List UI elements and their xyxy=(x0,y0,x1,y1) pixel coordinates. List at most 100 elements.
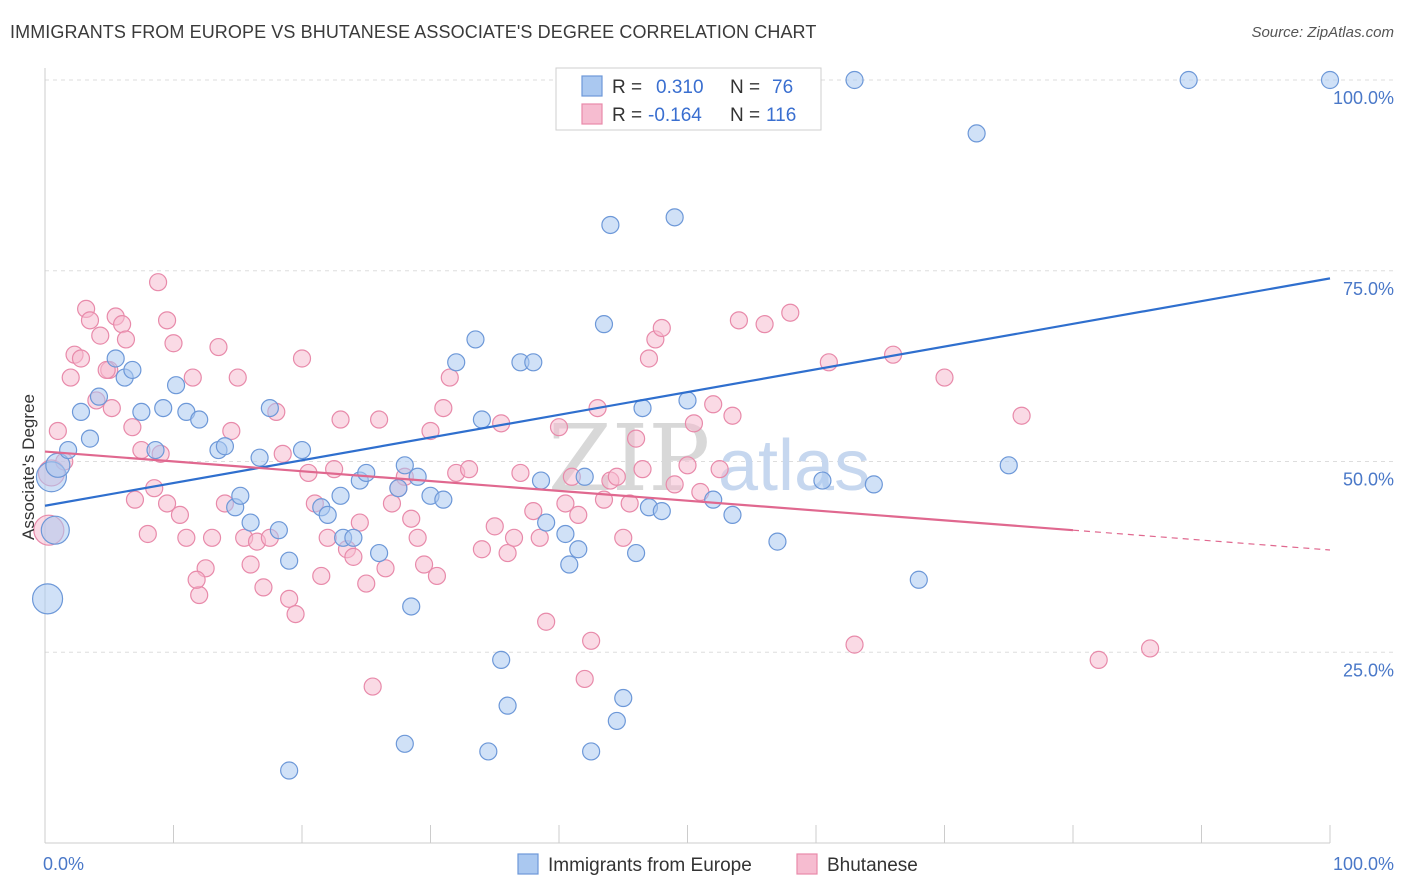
europe-point-22 xyxy=(250,448,269,467)
europe-point-47 xyxy=(524,353,543,372)
legend-swatch-bhutanese xyxy=(581,103,603,125)
europe-point-26 xyxy=(292,440,312,460)
bhutanese-point-24 xyxy=(170,505,190,525)
europe-point-48 xyxy=(531,471,551,490)
europe-point-56 xyxy=(582,742,601,761)
bhutanese-point-29 xyxy=(202,528,222,547)
bhutanese-point-15 xyxy=(123,418,142,437)
bhutanese-point-81 xyxy=(569,505,588,525)
bhutanese-point-75 xyxy=(524,501,543,521)
bhutanese-point-78 xyxy=(549,418,569,437)
bhutanese-point-55 xyxy=(370,410,389,429)
bhutanese-point-51 xyxy=(344,547,363,566)
bhutanese-point-70 xyxy=(485,517,504,536)
europe-point-53 xyxy=(575,467,594,486)
europe-point-69 xyxy=(864,475,883,494)
europe-point-37 xyxy=(402,597,421,616)
bhutanese-point-16 xyxy=(125,490,145,509)
europe-point-5 xyxy=(80,429,100,448)
bottom-legend-swatch-bhutanese xyxy=(796,853,818,875)
europe-point-62 xyxy=(652,501,671,521)
bhutanese-point-41 xyxy=(280,589,299,608)
europe-point-64 xyxy=(678,391,697,410)
europe-point-44 xyxy=(492,650,511,669)
europe-point-31 xyxy=(344,528,363,547)
europe-point-51 xyxy=(560,555,579,574)
bhutanese-point-77 xyxy=(537,612,556,631)
bhutanese-point-91 xyxy=(633,460,652,479)
europe-point-28 xyxy=(318,505,337,525)
bhutanese-point-104 xyxy=(781,303,800,322)
europe-point-25 xyxy=(280,551,299,570)
bhutanese-point-57 xyxy=(382,494,402,513)
bhutanese-point-20 xyxy=(148,273,168,292)
bhutanese-point-52 xyxy=(350,513,369,532)
bhutanese-point-35 xyxy=(241,555,260,574)
bhutanese-point-32 xyxy=(222,421,241,441)
bhutanese-point-53 xyxy=(357,574,376,593)
bhutanese-point-8 xyxy=(80,311,100,330)
europe-points xyxy=(31,70,1340,780)
europe-point-66 xyxy=(723,505,742,525)
europe-point-29 xyxy=(331,486,350,505)
bhutanese-point-27 xyxy=(190,585,209,605)
x-tick-labels: 0.0% 100.0% xyxy=(43,854,1394,874)
bhutanese-point-26 xyxy=(183,368,202,387)
europe-point-13 xyxy=(154,398,173,418)
europe-point-50 xyxy=(556,524,575,544)
europe-point-78 xyxy=(479,742,498,761)
europe-point-6 xyxy=(71,402,91,422)
bhutanese-trend-line xyxy=(44,450,1074,532)
bhutanese-point-83 xyxy=(582,631,601,650)
y-tick-label-1: 50.0% xyxy=(1343,470,1394,490)
bhutanese-point-2 xyxy=(48,421,67,441)
europe-point-14 xyxy=(166,376,186,395)
y-axis-label: Associate's Degree xyxy=(19,394,38,540)
bhutanese-point-49 xyxy=(331,410,350,429)
europe-point-38 xyxy=(408,467,427,486)
bhutanese-point-89 xyxy=(620,494,639,513)
europe-point-24 xyxy=(269,521,288,540)
y-tick-label-0: 25.0% xyxy=(1343,660,1394,680)
bhutanese-point-92 xyxy=(639,349,659,368)
europe-point-63 xyxy=(665,208,684,227)
bhutanese-point-62 xyxy=(414,555,434,574)
bhutanese-point-47 xyxy=(318,528,337,547)
europe-point-77 xyxy=(395,734,414,753)
bhutanese-point-68 xyxy=(459,460,479,479)
bhutanese-point-42 xyxy=(286,604,305,624)
bhutanese-point-99 xyxy=(704,395,723,414)
europe-point-10 xyxy=(123,360,142,380)
axes xyxy=(44,68,1331,844)
europe-point-1 xyxy=(31,583,64,615)
bhutanese-point-66 xyxy=(440,368,459,387)
bhutanese-point-108 xyxy=(935,368,954,387)
europe-point-54 xyxy=(594,315,614,334)
bhutanese-point-43 xyxy=(292,349,312,368)
legend-swatch-europe xyxy=(581,75,603,97)
x-tick-label-1: 100.0% xyxy=(1333,854,1394,874)
bhutanese-point-90 xyxy=(626,429,646,448)
bhutanese-point-40 xyxy=(273,444,292,463)
europe-point-4 xyxy=(59,440,78,460)
bhutanese-point-94 xyxy=(652,318,671,338)
europe-point-68 xyxy=(813,471,832,490)
bhutanese-point-95 xyxy=(665,475,684,494)
legend-r-label-europe: R = xyxy=(612,77,642,98)
trend-lines xyxy=(44,277,1331,551)
bhutanese-point-30 xyxy=(209,337,228,357)
bhutanese-point-25 xyxy=(177,528,196,547)
bhutanese-point-76 xyxy=(530,528,549,547)
europe-point-45 xyxy=(498,696,517,715)
legend-n-label-bhutanese: N = xyxy=(730,105,760,126)
europe-point-36 xyxy=(395,456,414,475)
legend-n-value-europe: 76 xyxy=(772,77,793,98)
bhutanese-point-69 xyxy=(472,540,491,559)
chart-title: IMMIGRANTS FROM EUROPE VS BHUTANESE ASSO… xyxy=(10,22,817,42)
europe-point-65 xyxy=(704,490,723,509)
legend-n-label-europe: N = xyxy=(730,77,760,98)
bhutanese-point-37 xyxy=(254,578,273,597)
europe-point-57 xyxy=(607,711,626,731)
bhutanese-point-100 xyxy=(710,460,729,479)
